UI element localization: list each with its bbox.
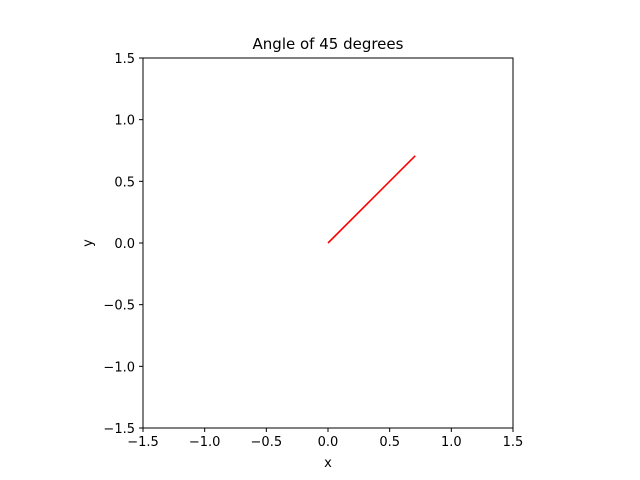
series-layer [327, 155, 416, 244]
y-tick-label: −1.0 [103, 360, 135, 375]
y-tick-label: 0.5 [114, 175, 135, 190]
x-tick-label: 0.0 [318, 435, 339, 450]
y-axis-ticks: −1.5 −1.0 −0.5 0.0 0.5 1.0 1.5 [103, 52, 143, 437]
x-tick-label: 0.5 [379, 435, 400, 450]
x-tick-label: −1.5 [127, 435, 159, 450]
x-tick-label: 1.0 [441, 435, 462, 450]
x-tick-label: −1.0 [189, 435, 221, 450]
chart-title: Angle of 45 degrees [253, 35, 404, 53]
y-tick-label: 1.5 [114, 52, 135, 67]
x-axis-ticks: −1.5 −1.0 −0.5 0.0 0.5 1.0 1.5 [127, 428, 523, 450]
plot-frame [142, 57, 514, 429]
y-tick-label: 0.0 [114, 237, 135, 252]
x-axis-label: x [324, 456, 332, 471]
x-tick-label: 1.5 [503, 435, 524, 450]
x-tick-label: −0.5 [251, 435, 283, 450]
series-line [327, 155, 416, 244]
y-tick-label: 1.0 [114, 114, 135, 129]
y-axis-label: y [81, 239, 96, 247]
y-tick-label: −0.5 [103, 299, 135, 314]
y-tick-label: −1.5 [103, 422, 135, 437]
